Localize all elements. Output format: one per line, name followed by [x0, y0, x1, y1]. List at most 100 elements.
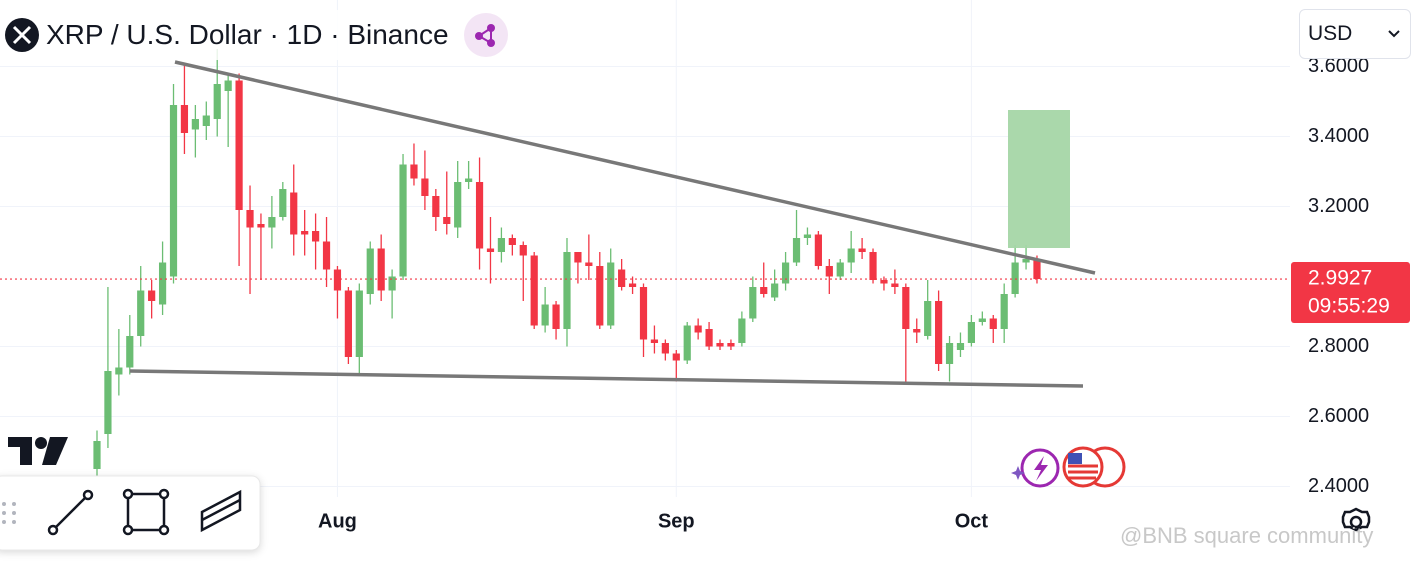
candle-body [1022, 259, 1030, 263]
candle-body [355, 290, 363, 357]
candle-body [93, 441, 101, 469]
lower-trendline [129, 369, 1084, 388]
candle-body [902, 287, 910, 329]
plot-area [0, 49, 1290, 487]
symbol-logo [5, 18, 39, 52]
candle-body [978, 318, 986, 322]
candle-body [836, 262, 844, 277]
candle-body [530, 255, 538, 326]
event-icons [1011, 446, 1126, 488]
candle-body [104, 371, 112, 434]
countdown-label: 09:55:29 [1308, 295, 1390, 318]
candle-body [661, 343, 669, 354]
candle-body [137, 290, 145, 336]
candle-body [465, 178, 473, 182]
target-box [1008, 110, 1070, 248]
candle-body [279, 189, 287, 217]
candle-body [301, 231, 309, 235]
candle-body [388, 276, 396, 291]
candle-body [792, 238, 801, 263]
candle-body [290, 192, 298, 235]
candle-body [443, 217, 451, 224]
candle-body [847, 248, 855, 263]
candle-body [1033, 259, 1041, 280]
y-tick-label: 3.6000 [1308, 55, 1369, 77]
candle-body [158, 262, 167, 305]
header: XRP / U.S. Dollar · 1D · Binance [0, 10, 509, 60]
settings-button[interactable] [1341, 507, 1371, 532]
candle-body [322, 241, 331, 270]
candle-body [989, 318, 997, 329]
x-tick-label: Aug [318, 510, 357, 532]
candle-body [585, 262, 593, 266]
drawing-toolbar [0, 475, 261, 551]
candle-body [169, 105, 178, 277]
candle-body [672, 353, 680, 361]
candle-body [497, 238, 506, 252]
candle-body [148, 290, 156, 301]
trendline-tool[interactable] [47, 489, 94, 536]
candle-body [738, 318, 746, 343]
candle-body [803, 234, 812, 238]
candle-body [333, 269, 342, 291]
candle-body [432, 196, 440, 217]
candle-body [224, 80, 232, 91]
candle-body [574, 252, 582, 263]
candle-body [268, 217, 276, 228]
candle-body [563, 252, 571, 329]
last-price-label: 2.9927 [1308, 267, 1372, 290]
watermark: @BNB square community [1120, 523, 1373, 548]
candle-body [246, 210, 254, 228]
y-tick-label: 2.8000 [1308, 335, 1369, 357]
candle-body [126, 336, 134, 368]
candle-body [935, 301, 943, 364]
tv-logo [8, 437, 68, 465]
y-tick-label: 3.2000 [1308, 195, 1369, 217]
candle-body [377, 248, 385, 291]
candle-body [552, 304, 560, 329]
candle-body [202, 115, 210, 126]
candle-body [618, 269, 626, 287]
channel-tool[interactable] [200, 489, 242, 533]
candle-body [814, 234, 822, 266]
candle-body [825, 266, 833, 277]
last-price-tag [1291, 262, 1410, 324]
candle-body [956, 343, 965, 350]
candle-body [945, 343, 954, 364]
share-button[interactable] [463, 12, 509, 58]
currency-label: USD [1308, 22, 1353, 45]
x-tick-label: Oct [955, 510, 989, 532]
candle-body [880, 280, 888, 284]
candle-body [312, 231, 320, 242]
candle-body [639, 287, 648, 340]
candle-body [475, 182, 484, 249]
candle-body [1011, 262, 1019, 294]
price-axis: 3.6000 3.4000 3.2000 2.8000 2.6000 2.4000 Aug S… [318, 55, 1410, 532]
candle-body [191, 119, 199, 130]
chevron [1388, 30, 1400, 38]
x-tick-label: Sep [658, 510, 695, 532]
rectangle-tool[interactable] [122, 488, 170, 536]
candle-body [924, 301, 932, 336]
candle-body [760, 287, 768, 294]
y-tick-label: 2.4000 [1308, 475, 1369, 497]
candle-body [454, 182, 462, 228]
candle-body [366, 248, 374, 294]
candle-body [650, 339, 659, 343]
candle-body [683, 325, 691, 361]
candle-body [257, 224, 265, 228]
candle-body [596, 266, 604, 326]
candle-body [749, 287, 757, 319]
currency-select[interactable]: USD [1299, 9, 1411, 59]
y-tick-label: 3.4000 [1308, 125, 1369, 147]
candle-body [891, 283, 899, 287]
candle-body [213, 84, 221, 119]
candle-body [716, 343, 724, 347]
candle-body [727, 343, 735, 347]
candle-body [771, 283, 779, 298]
candle-body [869, 252, 877, 280]
candle-body [781, 262, 790, 284]
candle-body [967, 322, 975, 343]
